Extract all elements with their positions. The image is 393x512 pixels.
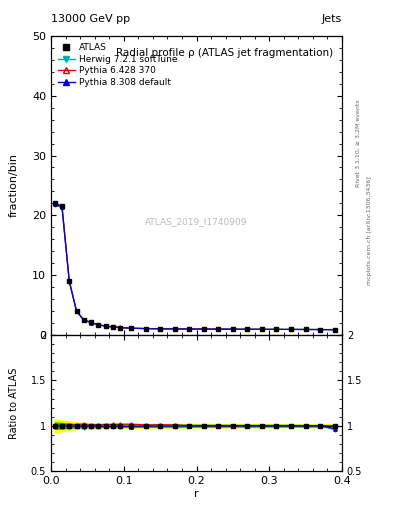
Text: Jets: Jets — [321, 14, 342, 24]
Y-axis label: Ratio to ATLAS: Ratio to ATLAS — [9, 367, 19, 439]
Text: 13000 GeV pp: 13000 GeV pp — [51, 14, 130, 24]
Text: mcplots.cern.ch [arXiv:1306.3436]: mcplots.cern.ch [arXiv:1306.3436] — [367, 176, 373, 285]
Legend: ATLAS, Herwig 7.2.1 softTune, Pythia 6.428 370, Pythia 8.308 default: ATLAS, Herwig 7.2.1 softTune, Pythia 6.4… — [55, 40, 180, 90]
Text: ATLAS_2019_I1740909: ATLAS_2019_I1740909 — [145, 217, 248, 226]
X-axis label: r: r — [194, 488, 199, 499]
Y-axis label: fraction/bin: fraction/bin — [9, 154, 19, 218]
Text: Rivet 3.1.10, ≥ 3.2M events: Rivet 3.1.10, ≥ 3.2M events — [356, 99, 361, 187]
Text: Radial profile ρ (ATLAS jet fragmentation): Radial profile ρ (ATLAS jet fragmentatio… — [116, 48, 333, 58]
